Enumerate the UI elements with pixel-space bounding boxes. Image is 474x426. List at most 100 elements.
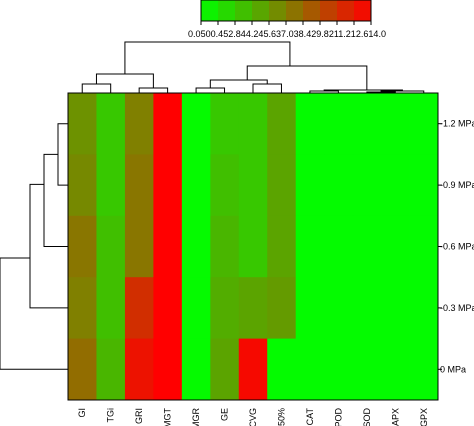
color-scale-swatch xyxy=(235,0,253,21)
row-dendrogram xyxy=(0,123,68,370)
heatmap-cell xyxy=(295,93,325,155)
heatmap-cell xyxy=(352,215,382,278)
dendrogram-link xyxy=(95,73,154,88)
heatmap-cell xyxy=(409,93,439,155)
heatmap-cell xyxy=(96,215,126,278)
heatmap-cell xyxy=(210,338,240,401)
heatmap-cell xyxy=(68,215,97,278)
heatmap-cell xyxy=(210,215,240,278)
heatmap-cell xyxy=(409,277,439,339)
row-label: -0.9 MPa xyxy=(440,180,474,190)
column-dendrogram xyxy=(81,41,425,93)
color-scale-swatch xyxy=(337,0,355,21)
heatmap-cell xyxy=(295,277,325,339)
column-label: APX xyxy=(390,408,400,426)
heatmap-cell xyxy=(238,93,268,155)
heatmap-cell xyxy=(68,277,97,339)
column-label: MGT xyxy=(163,408,173,426)
dendrogram-link xyxy=(29,183,68,309)
heatmap-cell xyxy=(324,154,354,217)
heatmap-cell xyxy=(238,154,268,217)
heatmap-cell xyxy=(352,154,382,217)
heatmap-cell xyxy=(96,154,126,217)
color-scale-tick-labels: 0.0500.452.844.245.637.038.429.8211.212.… xyxy=(188,29,386,39)
dendrogram-link xyxy=(57,123,68,186)
heatmap-cell xyxy=(352,93,382,155)
color-scale-swatch xyxy=(354,0,372,21)
dendrogram-link xyxy=(138,87,169,93)
heatmap-cell xyxy=(409,338,439,401)
color-scale-swatch xyxy=(252,0,270,21)
heatmap-cell xyxy=(267,93,297,155)
row-label: -0.3 MPa xyxy=(440,303,474,313)
heatmap-cell xyxy=(210,277,240,339)
heatmap-cell xyxy=(153,338,183,401)
heatmap-cell xyxy=(124,277,154,339)
heatmap-cell xyxy=(381,154,410,217)
heatmap-cell xyxy=(124,154,154,217)
heatmap-cell xyxy=(381,215,410,278)
heatmap-cell xyxy=(324,93,354,155)
heatmap-cell xyxy=(124,338,154,401)
column-label: CVG xyxy=(248,408,258,426)
heatmap-cell xyxy=(409,215,439,278)
column-label: TGi xyxy=(106,408,116,423)
heatmap-cell xyxy=(324,215,354,278)
heatmap-cell xyxy=(181,215,211,278)
heatmap-cell xyxy=(295,215,325,278)
heatmap-cell xyxy=(324,277,354,339)
color-scale-legend xyxy=(200,0,372,25)
color-scale-swatch xyxy=(201,0,219,21)
heatmap-cell xyxy=(96,93,126,155)
heatmap-cell xyxy=(181,277,211,339)
dendrogram-link xyxy=(323,89,403,91)
heatmap-cell xyxy=(210,154,240,217)
column-label: GI xyxy=(77,408,87,418)
heatmap-cell xyxy=(181,338,211,401)
heatmap-cell xyxy=(295,338,325,401)
column-label: T50% xyxy=(276,408,286,426)
heatmap-cell xyxy=(68,154,97,217)
heatmap-cells xyxy=(68,93,439,401)
color-scale-swatch xyxy=(320,0,338,21)
column-label: SOD xyxy=(362,408,372,426)
dendrogram-link xyxy=(209,79,268,88)
dendrogram-link xyxy=(43,153,68,247)
heatmap-cell xyxy=(267,215,297,278)
heatmap-cell xyxy=(295,154,325,217)
heatmap-cell xyxy=(352,338,382,401)
heatmap-cell xyxy=(381,93,410,155)
heatmap-cell xyxy=(96,277,126,339)
heatmap-cell xyxy=(238,338,268,401)
heatmap-cell xyxy=(181,154,211,217)
heatmap-cell xyxy=(381,338,410,401)
heatmap-cell xyxy=(153,277,183,339)
column-label: GE xyxy=(220,408,230,421)
color-scale-swatch xyxy=(269,0,287,21)
dendrogram-link xyxy=(195,87,226,93)
heatmap-cell xyxy=(153,154,183,217)
heatmap-cell xyxy=(96,338,126,401)
heatmap-cell xyxy=(153,215,183,278)
heatmap-cell xyxy=(181,93,211,155)
row-label: -0.6 MPa xyxy=(440,242,474,252)
heatmap-cell xyxy=(267,338,297,401)
column-label: MGR xyxy=(191,408,201,426)
heatmap-cell xyxy=(238,215,268,278)
row-labels: -1.2 MPa -0.9 MPa -0.6 MPa -0.3 MPa 0 MPa xyxy=(438,119,474,374)
heatmap-cell xyxy=(238,277,268,339)
heatmap-cell xyxy=(352,277,382,339)
heatmap-cell xyxy=(68,93,97,155)
column-label: GPX xyxy=(419,408,429,426)
heatmap-cell xyxy=(68,338,97,401)
row-label: -1.2 MPa xyxy=(440,119,474,129)
heatmap-cell xyxy=(124,215,154,278)
column-label: POD xyxy=(333,408,343,426)
column-label: GRI xyxy=(134,408,144,424)
heatmap-cell xyxy=(267,154,297,217)
dendrogram-link xyxy=(0,257,68,370)
heatmap-cell xyxy=(324,338,354,401)
color-scale-swatch xyxy=(286,0,304,21)
color-scale-swatch xyxy=(303,0,321,21)
